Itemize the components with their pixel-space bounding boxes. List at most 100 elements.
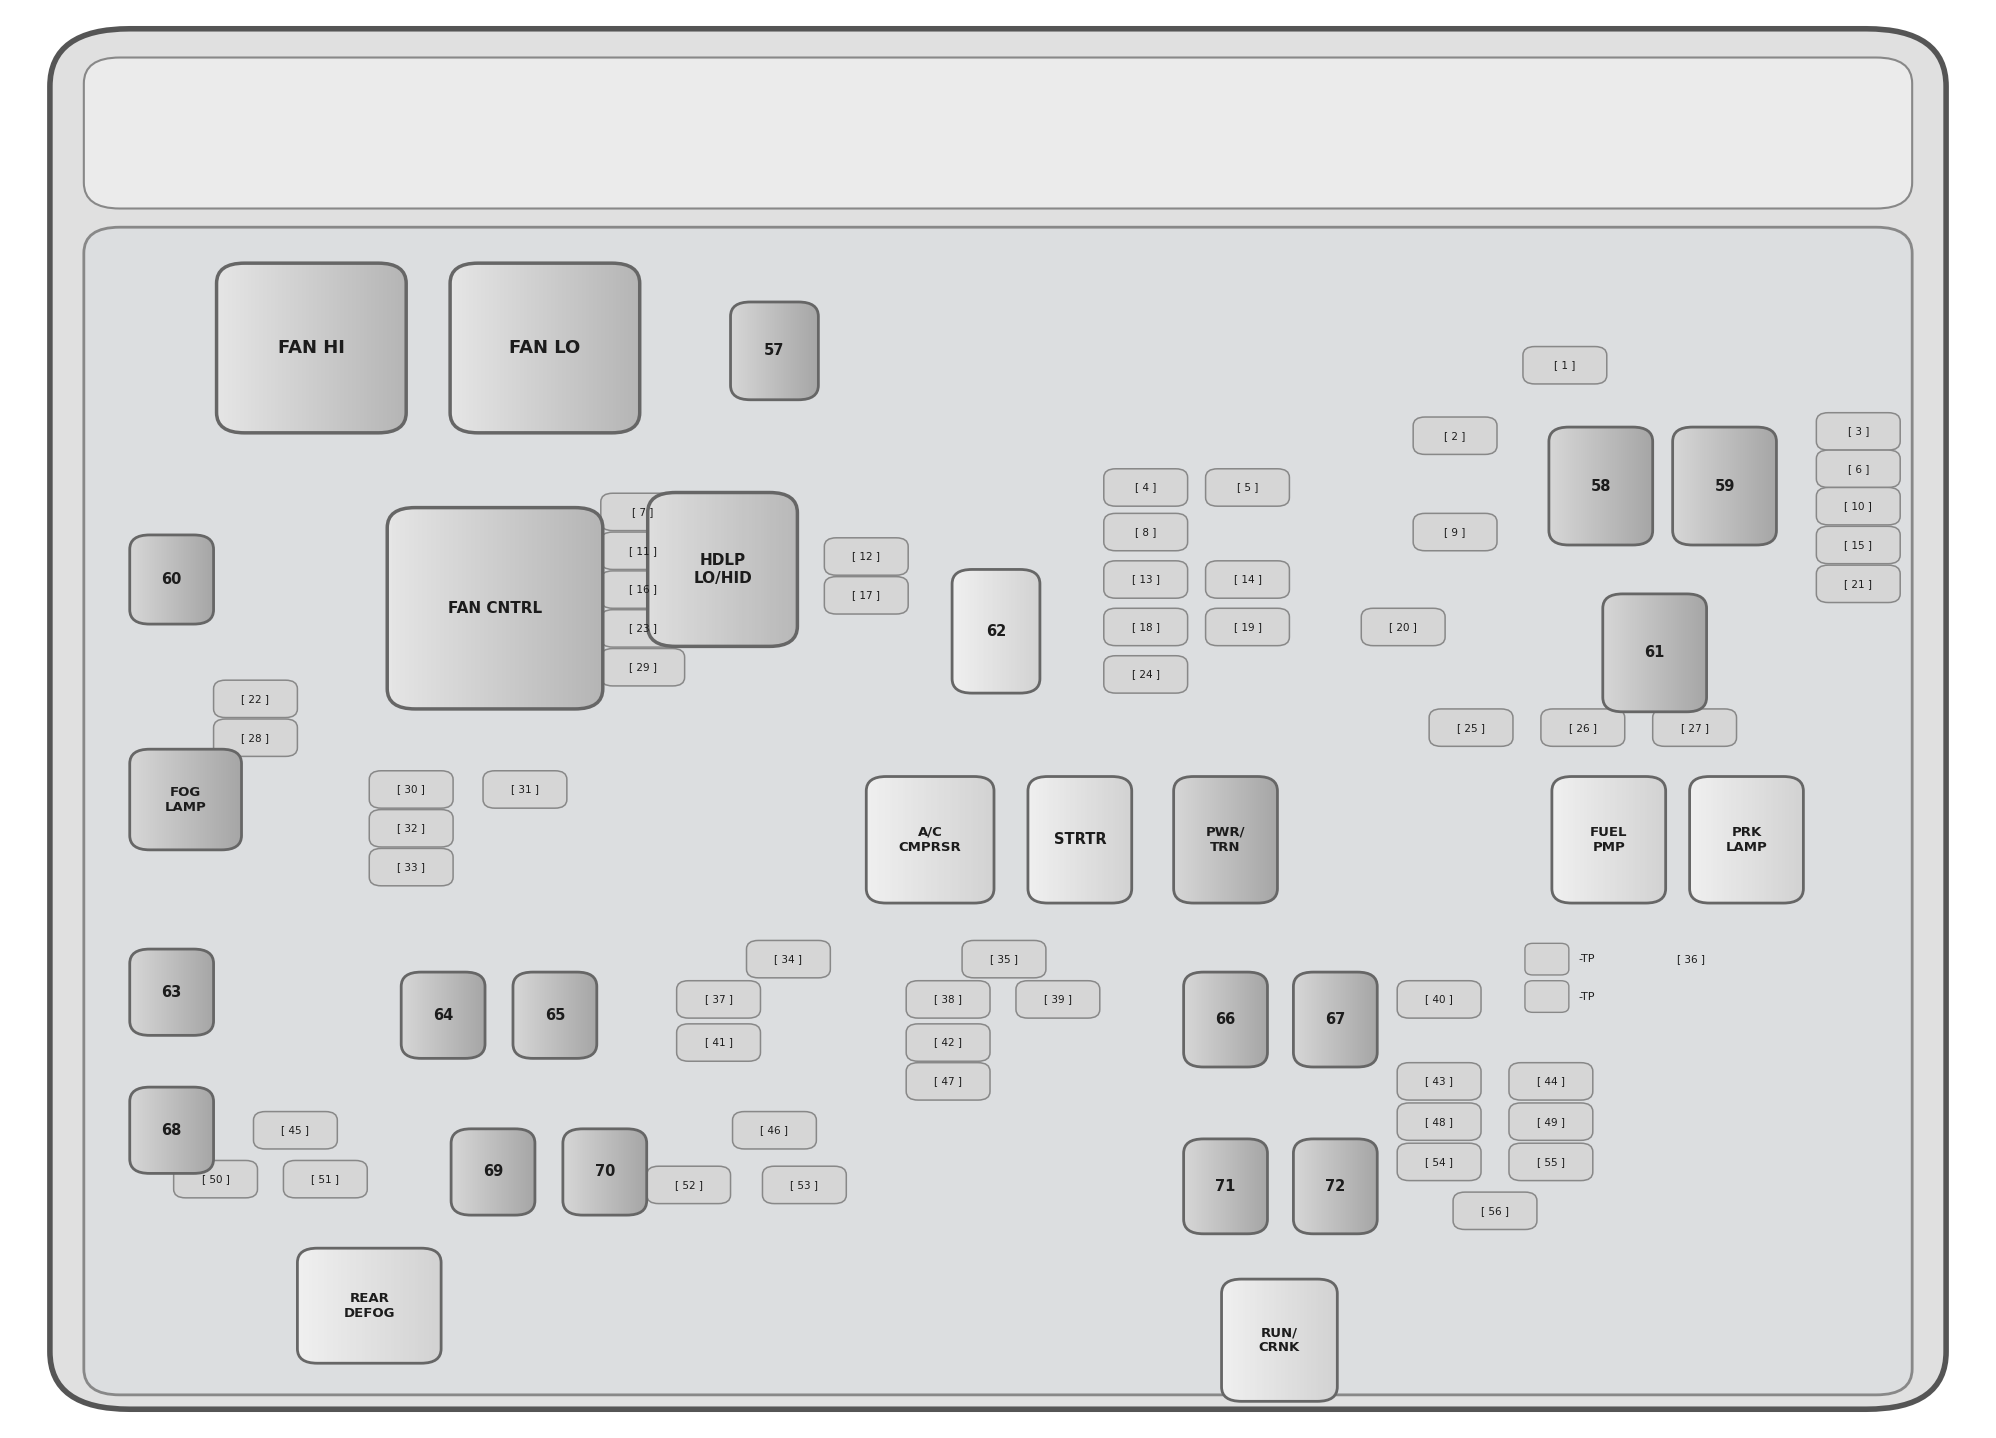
Bar bbox=[597, 263, 603, 433]
Bar bbox=[409, 508, 415, 709]
Bar bbox=[162, 1087, 166, 1173]
Bar bbox=[579, 972, 581, 1058]
Bar bbox=[158, 949, 160, 1035]
Bar bbox=[1365, 972, 1367, 1067]
Bar bbox=[786, 302, 788, 400]
Bar bbox=[176, 535, 178, 624]
Bar bbox=[158, 749, 160, 850]
Bar bbox=[451, 263, 455, 433]
Bar bbox=[1249, 972, 1253, 1067]
Bar bbox=[629, 263, 633, 433]
Bar bbox=[882, 777, 886, 903]
Text: [ 30 ]: [ 30 ] bbox=[397, 785, 425, 794]
Bar bbox=[156, 535, 158, 624]
Bar bbox=[1371, 1139, 1375, 1234]
Bar bbox=[569, 1129, 571, 1215]
Text: [ 49 ]: [ 49 ] bbox=[1537, 1117, 1565, 1126]
Bar bbox=[523, 972, 525, 1058]
Bar bbox=[1611, 427, 1613, 545]
Bar bbox=[1699, 777, 1703, 903]
Bar bbox=[1353, 1139, 1355, 1234]
Bar bbox=[347, 263, 353, 433]
Bar bbox=[535, 1129, 537, 1215]
Bar bbox=[517, 1129, 519, 1215]
Bar bbox=[363, 263, 369, 433]
Bar bbox=[1190, 972, 1192, 1067]
Bar bbox=[1804, 777, 1806, 903]
Bar bbox=[1359, 972, 1361, 1067]
Text: 66: 66 bbox=[1216, 1012, 1236, 1027]
Bar bbox=[601, 263, 607, 433]
Bar bbox=[1737, 777, 1739, 903]
Bar bbox=[1271, 1280, 1275, 1401]
Bar bbox=[1222, 777, 1226, 903]
Bar bbox=[1695, 594, 1697, 712]
Text: [ 29 ]: [ 29 ] bbox=[629, 663, 657, 672]
Bar bbox=[349, 1248, 353, 1363]
Bar bbox=[1323, 1280, 1327, 1401]
Bar bbox=[902, 777, 906, 903]
Bar bbox=[1778, 777, 1780, 903]
Bar bbox=[1629, 777, 1633, 903]
Bar bbox=[1629, 594, 1631, 712]
Bar bbox=[1216, 972, 1220, 1067]
Bar bbox=[641, 1129, 643, 1215]
Bar bbox=[976, 569, 978, 693]
Bar bbox=[1663, 594, 1665, 712]
Bar bbox=[535, 972, 537, 1058]
FancyBboxPatch shape bbox=[1653, 709, 1737, 746]
Bar bbox=[1112, 777, 1116, 903]
Bar bbox=[1707, 777, 1709, 903]
Bar bbox=[367, 1248, 371, 1363]
Bar bbox=[519, 508, 525, 709]
Bar bbox=[1325, 972, 1329, 1067]
Bar bbox=[180, 1087, 182, 1173]
Bar bbox=[415, 972, 417, 1058]
Bar bbox=[1577, 427, 1579, 545]
Bar bbox=[1727, 427, 1729, 545]
Bar bbox=[525, 1129, 527, 1215]
FancyBboxPatch shape bbox=[1453, 1192, 1537, 1229]
Bar bbox=[1122, 777, 1124, 903]
Bar bbox=[754, 492, 758, 647]
FancyBboxPatch shape bbox=[1816, 413, 1900, 450]
Bar bbox=[541, 508, 547, 709]
Bar bbox=[509, 263, 513, 433]
Text: 60: 60 bbox=[162, 572, 182, 587]
Bar bbox=[1186, 1139, 1188, 1234]
Bar bbox=[918, 777, 922, 903]
Bar bbox=[687, 492, 691, 647]
Bar bbox=[1238, 1280, 1242, 1401]
Bar bbox=[906, 777, 908, 903]
Bar bbox=[136, 949, 138, 1035]
Text: [ 8 ]: [ 8 ] bbox=[1136, 528, 1156, 536]
Bar bbox=[597, 1129, 599, 1215]
Bar bbox=[1764, 427, 1766, 545]
Bar bbox=[413, 508, 419, 709]
Bar bbox=[493, 1129, 497, 1215]
Bar bbox=[1253, 777, 1257, 903]
Bar bbox=[202, 535, 204, 624]
Bar bbox=[166, 949, 168, 1035]
Bar bbox=[956, 569, 958, 693]
Bar bbox=[1012, 569, 1014, 693]
Bar bbox=[1737, 427, 1739, 545]
Bar bbox=[1200, 1139, 1202, 1234]
Text: 72: 72 bbox=[1325, 1179, 1345, 1194]
Bar bbox=[483, 508, 489, 709]
Bar bbox=[1192, 972, 1196, 1067]
Bar bbox=[399, 263, 403, 433]
Bar bbox=[523, 263, 529, 433]
Bar bbox=[1593, 427, 1597, 545]
Bar bbox=[1188, 1139, 1190, 1234]
Text: [ 11 ]: [ 11 ] bbox=[629, 546, 657, 555]
Bar bbox=[1022, 569, 1024, 693]
Text: [ 42 ]: [ 42 ] bbox=[934, 1038, 962, 1047]
Text: [ 2 ]: [ 2 ] bbox=[1445, 431, 1465, 440]
Bar bbox=[1661, 594, 1663, 712]
Bar bbox=[427, 508, 431, 709]
Bar bbox=[1307, 1139, 1309, 1234]
Bar bbox=[1607, 594, 1611, 712]
Bar bbox=[154, 949, 156, 1035]
Bar bbox=[657, 492, 661, 647]
